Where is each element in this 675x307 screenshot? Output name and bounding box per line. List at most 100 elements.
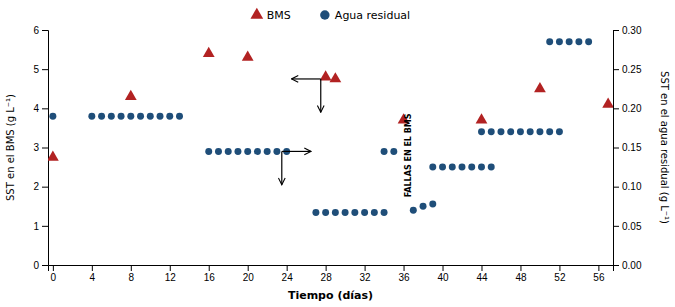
tick-mark <box>42 187 48 188</box>
tick: 8 <box>129 265 135 283</box>
tick-mark <box>42 265 48 266</box>
legend-symbol <box>320 10 329 19</box>
point <box>98 113 105 120</box>
tick-mark <box>613 226 619 227</box>
point <box>517 128 524 135</box>
x-axis: 048121620242832364044485256 <box>49 265 614 283</box>
point <box>429 164 436 171</box>
point <box>312 209 319 216</box>
tick-label: 0.00 <box>622 260 642 271</box>
point <box>342 209 349 216</box>
legend-label: BMS <box>267 9 291 22</box>
point <box>166 113 173 120</box>
point <box>125 90 137 100</box>
tick: 52 <box>554 265 566 283</box>
point <box>371 209 378 216</box>
tick-label: 24 <box>282 272 294 283</box>
point <box>49 113 56 120</box>
tick-mark <box>170 265 171 271</box>
tick-label: 16 <box>204 272 216 283</box>
point <box>536 128 543 135</box>
point <box>410 207 417 214</box>
tick-mark <box>287 265 288 271</box>
axis-line <box>49 266 614 272</box>
point <box>147 113 154 120</box>
point <box>488 128 495 135</box>
point <box>390 148 397 155</box>
point <box>527 128 534 135</box>
point <box>203 47 215 57</box>
tick-label: 5 <box>33 64 39 75</box>
arrow <box>320 79 321 112</box>
tick-mark <box>559 265 560 271</box>
tick-label: 40 <box>437 272 449 283</box>
point <box>320 70 332 80</box>
point <box>329 72 341 82</box>
tick-label: 28 <box>321 272 333 283</box>
tick: 0 <box>51 265 57 283</box>
marks <box>48 38 613 216</box>
point <box>602 98 613 108</box>
point <box>381 209 388 216</box>
point <box>264 148 271 155</box>
tick-mark <box>209 265 210 271</box>
tick: 0.15 <box>613 142 642 153</box>
tick: 44 <box>476 265 488 283</box>
x-axis-title: Tiempo (días) <box>288 289 373 302</box>
tick-label: 8 <box>129 272 135 283</box>
tick: 12 <box>165 265 177 283</box>
tick: 56 <box>593 265 605 283</box>
point <box>322 209 329 216</box>
tick-mark <box>248 265 249 271</box>
tick-label: 4 <box>33 103 39 114</box>
tick: 0.30 <box>613 25 642 36</box>
tick: 32 <box>360 265 372 283</box>
point <box>242 51 254 61</box>
series <box>48 47 613 161</box>
tick: 20 <box>243 265 255 283</box>
point <box>507 128 514 135</box>
tick: 2 <box>33 181 48 192</box>
point <box>88 113 95 120</box>
point <box>215 148 222 155</box>
point <box>488 164 495 171</box>
tick-label: 12 <box>165 272 177 283</box>
tick: 0 <box>33 260 48 271</box>
point <box>254 148 261 155</box>
tick-label: 0.05 <box>622 221 642 232</box>
point <box>381 148 388 155</box>
tick-label: 52 <box>554 272 566 283</box>
point <box>273 148 280 155</box>
point <box>478 164 485 171</box>
tick-label: 32 <box>360 272 372 283</box>
tick-mark <box>520 265 521 271</box>
tick-mark <box>613 265 619 266</box>
arrow <box>292 78 321 79</box>
tick-label: 20 <box>243 272 255 283</box>
point <box>556 128 563 135</box>
tick: 0.20 <box>613 103 642 114</box>
series <box>49 38 592 216</box>
point <box>361 209 368 216</box>
point <box>244 148 251 155</box>
point <box>534 82 546 92</box>
point <box>137 113 144 120</box>
point <box>205 148 212 155</box>
tick-mark <box>53 265 54 271</box>
legend-item: BMS <box>250 8 290 22</box>
legend-symbol <box>250 8 263 19</box>
tick-label: 0.10 <box>622 181 642 192</box>
point <box>459 164 466 171</box>
y-axis-title: SST en el BMS (g L⁻¹) <box>5 94 16 201</box>
plot: 04812162024283236404448525601234560.000.… <box>5 25 670 302</box>
tick: 0.00 <box>613 260 642 271</box>
point <box>108 113 115 120</box>
tick-label: 0.30 <box>622 25 642 36</box>
point <box>157 113 164 120</box>
tick-mark <box>42 108 48 109</box>
point <box>556 38 563 45</box>
tick: 0.25 <box>613 64 642 75</box>
tick-label: 48 <box>515 272 527 283</box>
tick-label: 56 <box>593 272 605 283</box>
tick-mark <box>443 265 444 271</box>
